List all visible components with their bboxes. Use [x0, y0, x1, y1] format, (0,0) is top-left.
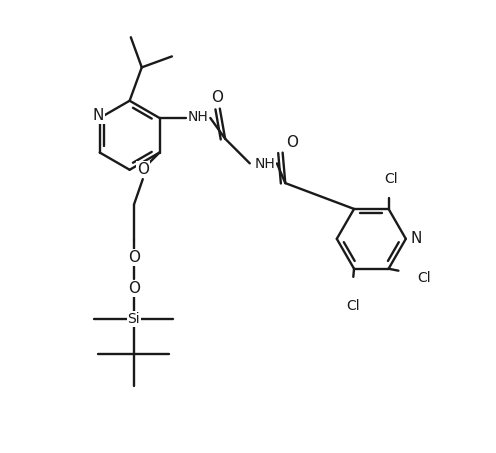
Text: NH: NH [254, 157, 275, 171]
Text: O: O [128, 250, 140, 265]
Text: N: N [410, 231, 422, 246]
Text: N: N [93, 108, 104, 123]
Text: O: O [137, 162, 149, 177]
Text: O: O [287, 135, 299, 150]
Text: Cl: Cl [346, 299, 360, 313]
Text: Cl: Cl [384, 172, 398, 186]
Text: O: O [128, 280, 140, 296]
Text: O: O [211, 90, 223, 105]
Text: Cl: Cl [417, 270, 431, 284]
Text: Si: Si [127, 312, 140, 326]
Text: NH: NH [187, 110, 208, 124]
